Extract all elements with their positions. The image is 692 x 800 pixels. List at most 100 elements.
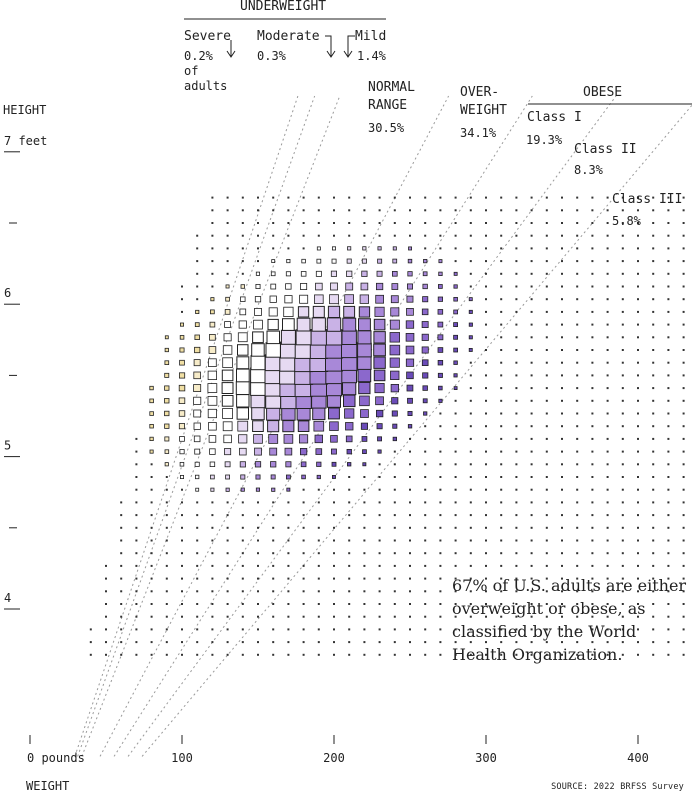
density-dot: [637, 552, 639, 555]
density-dot: [621, 564, 624, 567]
density-square: [438, 271, 443, 277]
density-dot: [409, 437, 411, 440]
density-dot: [637, 539, 639, 542]
density-dot: [89, 628, 92, 631]
density-dot: [667, 272, 670, 275]
density-dot: [363, 577, 366, 580]
density-dot: [105, 590, 107, 593]
density-dot: [226, 577, 229, 580]
density-dot: [591, 298, 594, 301]
density-dot: [378, 641, 381, 644]
density-square: [225, 296, 230, 302]
density-dot: [393, 476, 396, 478]
density-dot: [652, 222, 655, 224]
density-dot: [606, 463, 609, 466]
density-dot: [652, 437, 655, 440]
density-dot: [500, 628, 503, 631]
density-dot: [241, 628, 244, 631]
density-square: [360, 282, 369, 291]
density-dot: [454, 514, 457, 517]
density-square: [377, 258, 383, 264]
density-dot: [439, 615, 442, 618]
density-dot: [561, 336, 563, 339]
density-dot: [196, 564, 199, 567]
density-dot: [439, 463, 442, 466]
density-square: [239, 447, 247, 456]
density-square: [377, 436, 382, 442]
density-square: [193, 422, 201, 430]
density-dot: [682, 222, 685, 224]
density-dot: [226, 272, 229, 275]
density-square: [468, 309, 473, 314]
density-dot: [682, 425, 685, 428]
density-square: [239, 308, 247, 316]
density-dot: [637, 653, 639, 656]
density-square: [377, 449, 382, 454]
density-square: [357, 355, 372, 370]
density-dot: [211, 552, 214, 555]
x-tick-label: 200: [323, 751, 345, 765]
density-dot: [561, 234, 563, 237]
density-dot: [530, 653, 533, 656]
density-square: [362, 462, 367, 467]
density-dot: [348, 209, 351, 212]
density-dot: [317, 196, 320, 199]
density-dot: [667, 577, 670, 580]
density-square: [149, 411, 154, 416]
density-square: [357, 330, 372, 345]
density-square: [179, 449, 185, 455]
density-dot: [439, 577, 442, 580]
density-square: [311, 317, 326, 332]
density-dot: [545, 260, 548, 263]
density-square: [224, 321, 231, 328]
density-dot: [287, 590, 290, 593]
density-dot: [530, 425, 533, 428]
density-dot: [515, 552, 518, 555]
density-dot: [135, 437, 138, 440]
density-dot: [652, 209, 655, 212]
density-square: [295, 329, 312, 346]
density-dot: [682, 463, 685, 466]
density-square: [236, 407, 250, 420]
density-square: [437, 334, 444, 341]
density-dot: [469, 374, 472, 377]
density-dot: [682, 374, 685, 377]
density-dot: [515, 260, 518, 263]
density-dot: [363, 590, 366, 593]
density-dot: [317, 539, 320, 542]
density-dot: [485, 425, 487, 428]
density-dot: [621, 437, 624, 440]
density-dot: [667, 463, 670, 466]
density-square: [453, 386, 458, 391]
density-dot: [500, 425, 503, 428]
density-dot: [424, 425, 427, 428]
density-dot: [545, 488, 548, 491]
density-dot: [211, 615, 214, 618]
density-dot: [500, 539, 503, 542]
density-square: [224, 448, 232, 456]
density-dot: [409, 234, 411, 237]
density-dot: [485, 247, 487, 250]
density-dot: [485, 437, 487, 440]
density-dot: [317, 501, 320, 504]
density-dot: [485, 222, 487, 224]
density-dot: [302, 488, 305, 491]
density-dot: [561, 260, 563, 263]
density-square: [453, 373, 458, 378]
density-dot: [302, 615, 305, 618]
density-dot: [439, 196, 442, 199]
density-square: [250, 355, 266, 371]
density-dot: [272, 539, 275, 542]
density-dot: [333, 628, 335, 631]
density-dot: [226, 539, 229, 542]
density-dot: [469, 603, 472, 605]
density-dot: [196, 577, 199, 580]
density-dot: [150, 488, 153, 491]
density-dot: [333, 234, 335, 237]
density-dot: [576, 361, 579, 364]
density-dot: [545, 628, 548, 631]
x-tick-label: 400: [627, 751, 649, 765]
density-dot: [226, 615, 229, 618]
density-square: [193, 359, 201, 367]
